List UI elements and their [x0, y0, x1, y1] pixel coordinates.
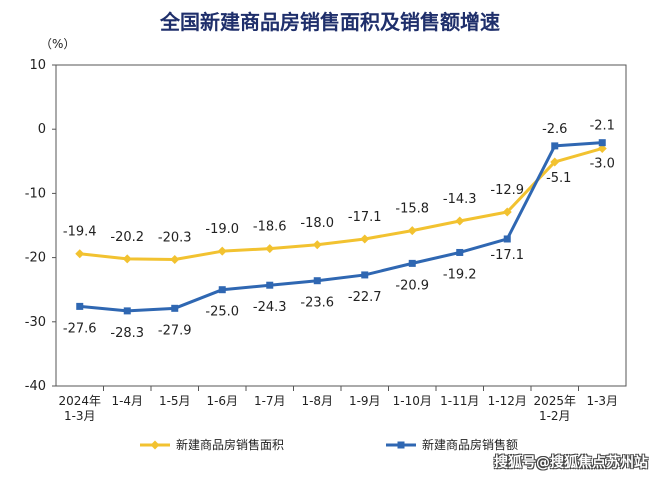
series-2-point: [503, 235, 511, 243]
y-axis-unit-label: （%）: [40, 37, 75, 51]
y-tick-label: 0: [38, 122, 46, 137]
watermark-text: 搜狐号@搜狐焦点苏州站: [494, 455, 648, 471]
x-tick-label: 1-9月: [349, 394, 381, 408]
amount-data-label: -20.9: [395, 278, 429, 293]
y-tick-label: -20: [25, 251, 46, 266]
amount-data-label: -27.6: [63, 321, 97, 336]
x-tick-label: 1-8月: [301, 394, 333, 408]
x-tick-label: 1-3月: [64, 409, 96, 423]
y-tick-label: -30: [25, 315, 46, 330]
x-tick-label: 1-10月: [393, 394, 432, 408]
series-2-point: [123, 307, 131, 315]
amount-data-label: -24.3: [253, 300, 287, 315]
amount-data-label: -22.7: [348, 290, 382, 305]
area-data-label: -19.0: [205, 222, 239, 237]
series-1-point: [170, 255, 180, 265]
series-1-point: [550, 157, 560, 167]
series-1-point: [265, 244, 275, 254]
series-1-point: [597, 143, 607, 153]
y-tick-label: -40: [25, 379, 46, 394]
series-1-point: [455, 216, 465, 226]
x-tick-label: 1-6月: [206, 394, 238, 408]
y-tick-label: -10: [25, 186, 46, 201]
area-data-label: -12.9: [490, 183, 524, 198]
area-data-label: -3.0: [590, 156, 615, 171]
legend-marker-2: [397, 441, 405, 449]
series-1-point: [312, 240, 322, 250]
y-tick-label: 10: [29, 58, 46, 73]
amount-data-label: -27.9: [158, 323, 192, 338]
series-2-point: [266, 281, 274, 289]
series-1-point: [502, 207, 512, 217]
area-data-label: -18.0: [300, 216, 334, 231]
series-1-point: [75, 249, 85, 259]
series-line-1: [79, 147, 603, 262]
area-data-label: -15.8: [395, 202, 429, 217]
series-2-point: [171, 304, 179, 312]
legend-label-1: 新建商品房销售面积: [176, 437, 284, 452]
x-tick-label: 2024年: [58, 394, 101, 408]
area-data-label: -18.6: [253, 220, 287, 235]
x-tick-label: 1-4月: [111, 394, 143, 408]
series-2-point: [598, 139, 606, 147]
x-tick-label: 1-11月: [440, 394, 479, 408]
series-2-point: [456, 248, 464, 256]
series-2-point: [361, 271, 369, 279]
area-data-label: -17.1: [348, 210, 382, 225]
legend-label-2: 新建商品房销售额: [422, 437, 518, 452]
x-tick-label: 1-5月: [159, 394, 191, 408]
x-tick-label: 2025年: [533, 394, 576, 408]
area-data-label: -20.3: [158, 231, 192, 246]
amount-data-label: -19.2: [443, 267, 477, 282]
area-data-label: -19.4: [63, 225, 97, 240]
area-data-label: -5.1: [546, 171, 571, 186]
series-1-point: [360, 234, 370, 244]
amount-data-label: -25.0: [205, 305, 239, 320]
x-tick-label: 1-2月: [539, 409, 571, 423]
area-data-label: -20.2: [110, 230, 144, 245]
series-2-point: [313, 277, 321, 285]
amount-data-label: -2.6: [542, 122, 567, 137]
chart-title: 全国新建商品房销售面积及销售额增速: [160, 10, 500, 34]
x-tick-label: 1-7月: [254, 394, 286, 408]
series-2-point: [76, 302, 84, 310]
amount-data-label: -2.1: [590, 119, 615, 134]
series-2-point: [218, 286, 226, 294]
series-2-point: [551, 142, 559, 150]
amount-data-label: -17.1: [490, 248, 524, 263]
x-tick-label: 1-3月: [586, 394, 618, 408]
series-1-point: [407, 226, 417, 236]
amount-data-label: -23.6: [300, 296, 334, 311]
legend-marker-1: [150, 440, 160, 450]
x-tick-label: 1-12月: [488, 394, 527, 408]
series-1-point: [217, 246, 227, 256]
series-line-2: [79, 141, 603, 313]
series-1-point: [122, 254, 132, 264]
series-2-point: [408, 259, 416, 267]
amount-data-label: -28.3: [110, 326, 144, 341]
area-data-label: -14.3: [443, 192, 477, 207]
